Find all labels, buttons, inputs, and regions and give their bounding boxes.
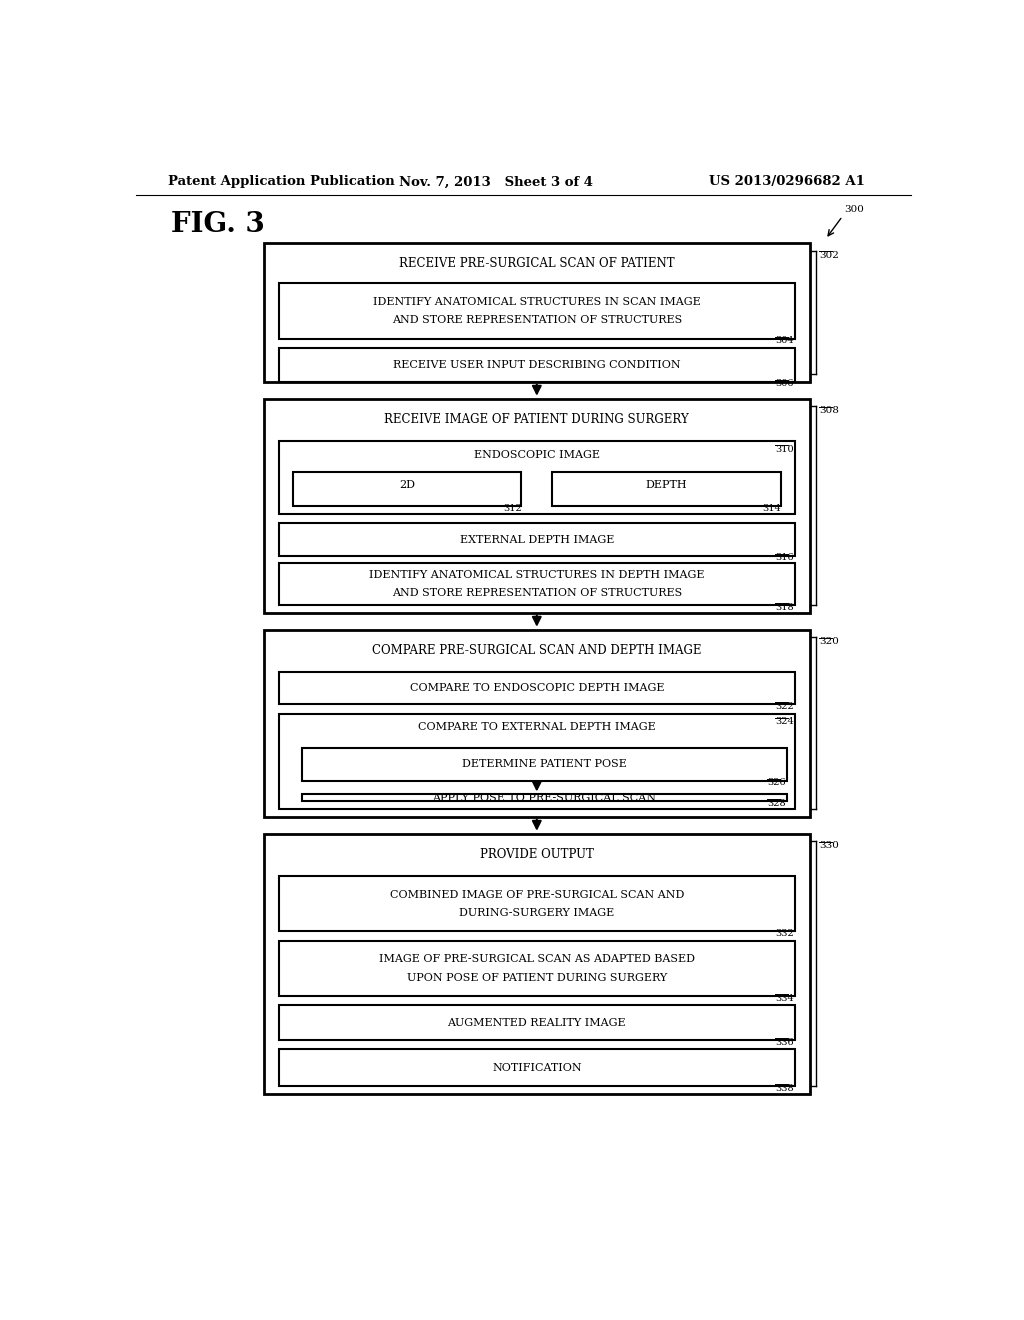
Text: 318: 318 [775,603,794,611]
Text: 308: 308 [819,407,840,416]
Bar [280,1006,795,1040]
Text: 310: 310 [775,445,794,454]
Text: 302: 302 [819,251,840,260]
Text: NOTIFICATION: NOTIFICATION [492,1063,582,1073]
Text: 334: 334 [775,994,794,1003]
Text: 332: 332 [775,929,794,939]
Text: PROVIDE OUTPUT: PROVIDE OUTPUT [480,847,594,861]
Text: IDENTIFY ANATOMICAL STRUCTURES IN SCAN IMAGE: IDENTIFY ANATOMICAL STRUCTURES IN SCAN I… [373,297,700,306]
Text: 320: 320 [819,638,840,647]
Text: 2D: 2D [399,480,415,490]
Text: FIG. 3: FIG. 3 [171,211,264,238]
Bar [280,876,795,932]
Text: 312: 312 [504,504,522,513]
Text: DEPTH: DEPTH [645,480,687,490]
Text: AUGMENTED REALITY IMAGE: AUGMENTED REALITY IMAGE [447,1018,626,1028]
Bar [280,1049,795,1086]
Text: EXTERNAL DEPTH IMAGE: EXTERNAL DEPTH IMAGE [460,535,614,545]
Bar [552,471,780,507]
Bar [280,348,795,381]
Bar [302,795,786,801]
Text: 326: 326 [767,779,786,787]
Bar [280,284,795,339]
Text: Nov. 7, 2013   Sheet 3 of 4: Nov. 7, 2013 Sheet 3 of 4 [399,176,593,189]
Text: COMPARE TO ENDOSCOPIC DEPTH IMAGE: COMPARE TO ENDOSCOPIC DEPTH IMAGE [410,684,664,693]
Text: 316: 316 [775,553,794,562]
Text: 338: 338 [775,1084,794,1093]
Text: 330: 330 [819,841,840,850]
Bar [263,243,810,381]
Bar [280,523,795,556]
Text: AND STORE REPRESENTATION OF STRUCTURES: AND STORE REPRESENTATION OF STRUCTURES [392,589,682,598]
Bar [280,564,795,605]
Bar [280,672,795,705]
Text: RECEIVE PRE-SURGICAL SCAN OF PATIENT: RECEIVE PRE-SURGICAL SCAN OF PATIENT [399,257,675,271]
Text: RECEIVE IMAGE OF PATIENT DURING SURGERY: RECEIVE IMAGE OF PATIENT DURING SURGERY [384,413,689,425]
Text: 300: 300 [844,205,864,214]
Text: DETERMINE PATIENT POSE: DETERMINE PATIENT POSE [462,759,627,770]
Text: US 2013/0296682 A1: US 2013/0296682 A1 [710,176,865,189]
Bar [263,399,810,612]
Bar [302,748,786,780]
Text: 304: 304 [775,337,794,346]
Text: UPON POSE OF PATIENT DURING SURGERY: UPON POSE OF PATIENT DURING SURGERY [407,973,667,982]
Bar [280,941,795,997]
Bar [280,441,795,515]
Text: IMAGE OF PRE-SURGICAL SCAN AS ADAPTED BASED: IMAGE OF PRE-SURGICAL SCAN AS ADAPTED BA… [379,954,695,964]
Text: 314: 314 [763,504,781,513]
Text: AND STORE REPRESENTATION OF STRUCTURES: AND STORE REPRESENTATION OF STRUCTURES [392,315,682,325]
Text: 306: 306 [775,379,794,388]
Text: 322: 322 [775,702,794,711]
Bar [263,834,810,1094]
Text: Patent Application Publication: Patent Application Publication [168,176,395,189]
Text: IDENTIFY ANATOMICAL STRUCTURES IN DEPTH IMAGE: IDENTIFY ANATOMICAL STRUCTURES IN DEPTH … [369,570,705,579]
Text: COMPARE TO EXTERNAL DEPTH IMAGE: COMPARE TO EXTERNAL DEPTH IMAGE [418,722,655,733]
Text: 324: 324 [775,718,794,726]
Text: ENDOSCOPIC IMAGE: ENDOSCOPIC IMAGE [474,450,600,459]
Text: COMBINED IMAGE OF PRE-SURGICAL SCAN AND: COMBINED IMAGE OF PRE-SURGICAL SCAN AND [389,890,684,899]
Text: RECEIVE USER INPUT DESCRIBING CONDITION: RECEIVE USER INPUT DESCRIBING CONDITION [393,360,681,370]
Text: COMPARE PRE-SURGICAL SCAN AND DEPTH IMAGE: COMPARE PRE-SURGICAL SCAN AND DEPTH IMAG… [372,644,701,656]
Bar [263,630,810,817]
Text: 336: 336 [775,1038,794,1047]
Text: 328: 328 [767,799,786,808]
Text: DURING-SURGERY IMAGE: DURING-SURGERY IMAGE [459,908,614,917]
Text: APPLY POSE TO PRE-SURGICAL SCAN: APPLY POSE TO PRE-SURGICAL SCAN [432,793,656,803]
Bar [293,471,521,507]
Bar [280,714,795,809]
